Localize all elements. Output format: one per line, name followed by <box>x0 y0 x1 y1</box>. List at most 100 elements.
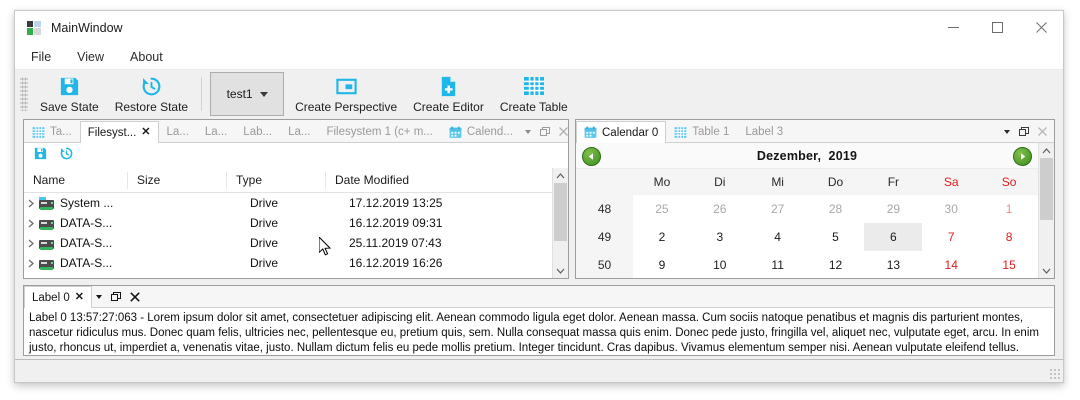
drive-icon <box>38 237 55 250</box>
restore-window-icon[interactable] <box>539 126 550 137</box>
minimize-icon[interactable] <box>931 11 975 44</box>
calendar-day[interactable]: 14 <box>944 258 958 272</box>
day-name-di: Di <box>714 175 726 189</box>
tab-label-a[interactable]: La... <box>159 121 197 142</box>
table-row[interactable]: DATA-S... Drive 16.12.2019 16:26 <box>24 253 552 273</box>
close-icon[interactable] <box>558 127 568 136</box>
scroll-up-icon[interactable] <box>553 168 568 183</box>
tab-close-icon[interactable]: ✕ <box>74 291 84 303</box>
tab-label-c[interactable]: Lab... <box>235 121 280 142</box>
tab-calendar-0[interactable]: Calendar 0 <box>576 121 667 143</box>
calendar-title[interactable]: Dezember, 2019 <box>756 148 858 163</box>
column-header-date-modified[interactable]: Date Modified <box>335 173 410 187</box>
close-icon[interactable] <box>1038 127 1047 136</box>
calendar-day[interactable]: 30 <box>944 202 958 216</box>
log-body[interactable]: Label 0 13:57:27:063 - Lorem ipsum dolor… <box>24 308 1054 355</box>
calendar-day[interactable]: 29 <box>886 202 901 216</box>
calendar-day[interactable]: 5 <box>832 230 839 244</box>
table-row[interactable]: DATA-S... Drive 25.11.2019 07:43 <box>24 233 552 253</box>
toolbar-drag-handle[interactable] <box>20 77 28 111</box>
perspective-combo[interactable]: test1 <box>210 72 285 116</box>
save-state-button[interactable]: Save State <box>32 70 107 118</box>
scroll-down-icon[interactable] <box>1039 263 1054 278</box>
restore-window-icon[interactable] <box>1019 126 1029 137</box>
expand-chevron-icon[interactable] <box>24 219 38 228</box>
menu-item-file[interactable]: File <box>31 49 52 64</box>
tab-calendar[interactable]: Calend... <box>441 121 521 142</box>
calendar-day[interactable]: 13 <box>886 258 901 272</box>
chevron-down-icon[interactable] <box>1004 129 1010 134</box>
resize-grip-icon[interactable] <box>1049 368 1060 379</box>
expand-chevron-icon[interactable] <box>24 199 38 208</box>
maximize-icon[interactable] <box>975 11 1019 44</box>
tab-label-0[interactable]: Label 0 ✕ <box>24 286 92 308</box>
file-name: DATA-S... <box>60 236 113 250</box>
create-perspective-button[interactable]: Create Perspective <box>287 70 405 118</box>
tab-table-0[interactable]: Ta... <box>24 121 80 142</box>
file-type: Drive <box>250 236 279 250</box>
day-name-so: So <box>1001 175 1017 189</box>
scroll-up-icon[interactable] <box>1039 143 1054 158</box>
restore-clock-icon[interactable] <box>59 146 74 166</box>
column-header-type[interactable]: Type <box>227 171 326 189</box>
tab-label: Calend... <box>466 126 513 138</box>
calendar-day[interactable]: 9 <box>658 258 666 272</box>
calendar-day[interactable]: 11 <box>771 258 784 272</box>
prev-month-icon[interactable] <box>582 147 601 166</box>
calendar-day[interactable]: 2 <box>658 230 666 244</box>
calendar-day[interactable]: 27 <box>770 202 785 216</box>
calendar-day[interactable]: 12 <box>828 258 843 272</box>
next-month-icon[interactable] <box>1013 147 1032 166</box>
filesystem-vertical-scrollbar[interactable] <box>552 168 568 278</box>
table-row[interactable]: DATA-S... Drive 16.12.2019 09:31 <box>24 213 552 233</box>
right-panel-tabstrip: Calendar 0 Table 1 Label 3 <box>576 120 1054 143</box>
calendar-main: Dezember, 2019 Mo Di Mi <box>576 143 1038 278</box>
scroll-track[interactable] <box>1039 158 1054 263</box>
calendar-vertical-scrollbar[interactable] <box>1038 143 1054 278</box>
calendar-day-selected[interactable]: 6 <box>864 223 923 251</box>
close-icon[interactable] <box>1019 11 1063 44</box>
menu-item-about[interactable]: About <box>130 49 163 64</box>
calendar-day[interactable]: 3 <box>716 230 724 244</box>
tab-label-3[interactable]: Label 3 <box>737 121 791 142</box>
calendar-day[interactable]: 28 <box>828 202 843 216</box>
restore-state-button[interactable]: Restore State <box>107 70 196 118</box>
tab-close-icon[interactable]: ✕ <box>141 126 151 138</box>
expand-chevron-icon[interactable] <box>24 239 38 248</box>
tab-label-b[interactable]: La... <box>197 121 235 142</box>
tab-table-1[interactable]: Table 1 <box>666 121 737 142</box>
calendar-day[interactable]: 8 <box>1005 230 1013 244</box>
calendar-day[interactable]: 4 <box>774 230 781 244</box>
save-icon[interactable] <box>33 146 48 166</box>
restore-window-icon[interactable] <box>110 291 121 302</box>
column-header-size[interactable]: Size <box>128 171 227 189</box>
calendar-day[interactable]: 10 <box>713 258 727 272</box>
calendar-day[interactable]: 1 <box>1005 202 1013 216</box>
tab-filesystem-1[interactable]: Filesystem 1 (c+ m... <box>318 121 440 142</box>
calendar-day[interactable]: 7 <box>947 230 955 244</box>
menu-item-view[interactable]: View <box>77 49 105 64</box>
create-table-button[interactable]: Create Table <box>492 70 576 118</box>
calendar-day[interactable]: 25 <box>655 202 669 216</box>
close-icon[interactable] <box>130 291 140 302</box>
chevron-down-icon[interactable] <box>95 294 102 299</box>
tab-label: La... <box>204 126 228 138</box>
scroll-down-icon[interactable] <box>553 263 568 278</box>
expand-chevron-icon[interactable] <box>24 259 38 268</box>
chevron-down-icon[interactable] <box>524 129 531 134</box>
scroll-thumb[interactable] <box>1040 158 1053 220</box>
tab-filesystem-0[interactable]: Filesyst... ✕ <box>79 121 159 143</box>
tab-label-d[interactable]: La... <box>280 121 318 142</box>
right-panel-strip-controls <box>1000 121 1054 142</box>
create-editor-button[interactable]: Create Editor <box>405 70 492 118</box>
scroll-thumb[interactable] <box>554 183 567 241</box>
filesystem-panel: Ta... Filesyst... ✕ La... La... Lab... <box>23 119 569 279</box>
table-row[interactable]: System ... Drive 17.12.2019 13:25 <box>24 193 552 213</box>
calendar-day[interactable]: 15 <box>1002 258 1016 272</box>
file-date-modified: 16.12.2019 09:31 <box>349 216 443 230</box>
scroll-track[interactable] <box>553 183 568 263</box>
table-grid-icon <box>32 126 45 139</box>
day-name-sa: Sa <box>943 175 959 189</box>
calendar-day[interactable]: 26 <box>713 202 727 216</box>
column-header-name[interactable]: Name <box>24 171 128 189</box>
